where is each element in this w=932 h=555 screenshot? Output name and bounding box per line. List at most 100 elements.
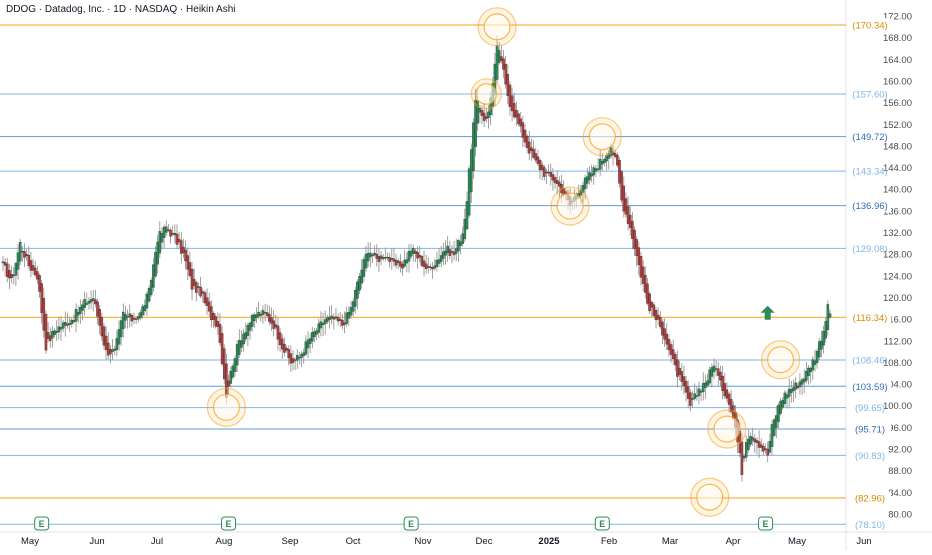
- candle: [115, 338, 119, 350]
- candle: [465, 201, 469, 230]
- candle: [6, 263, 9, 277]
- candle: [446, 245, 449, 254]
- x-tick-label: Aug: [216, 536, 233, 547]
- candle: [49, 335, 52, 341]
- candle: [68, 323, 71, 325]
- candle: [785, 394, 789, 399]
- highlight-circle-inner: [696, 483, 724, 511]
- candle: [598, 159, 602, 170]
- candle: [244, 332, 247, 340]
- candle: [686, 386, 690, 399]
- level-label-bg: [849, 130, 891, 144]
- candle: [100, 317, 104, 337]
- candle: [792, 387, 795, 392]
- candle: [450, 251, 454, 253]
- candle: [616, 154, 619, 166]
- candle: [304, 341, 308, 355]
- candle: [588, 172, 591, 181]
- y-tick-label: 112.00: [884, 336, 912, 347]
- y-tick-label: 168.00: [883, 33, 912, 44]
- candle: [747, 438, 750, 450]
- candle: [343, 322, 346, 325]
- x-tick-label: May: [21, 536, 39, 547]
- y-tick-label: 144.00: [883, 163, 912, 174]
- y-tick-label: 80.00: [888, 510, 912, 521]
- level-label: (170.34): [852, 20, 887, 31]
- y-tick-label: 124.00: [883, 271, 912, 282]
- candle: [472, 122, 475, 171]
- candle: [826, 304, 830, 330]
- candle: [197, 286, 200, 288]
- candle: [470, 149, 473, 193]
- y-tick-label: 108.00: [883, 358, 912, 369]
- candle: [261, 310, 265, 315]
- candle: [184, 249, 187, 262]
- candle: [147, 287, 151, 302]
- candle: [195, 282, 198, 293]
- candle: [805, 371, 808, 381]
- level-label: (108.46): [852, 355, 887, 366]
- earnings-marker: [403, 516, 419, 531]
- level-label-bg: [849, 18, 891, 32]
- candle: [87, 301, 91, 304]
- level-label: (136.96): [852, 201, 887, 212]
- candle: [55, 331, 58, 333]
- candle: [347, 312, 351, 319]
- candle: [538, 159, 542, 171]
- candle: [96, 301, 99, 317]
- candle: [820, 340, 823, 350]
- candle: [235, 343, 239, 366]
- y-tick-label: 164.00: [883, 55, 912, 66]
- candle: [521, 122, 525, 138]
- candle: [334, 316, 338, 319]
- candle: [356, 281, 359, 299]
- candle: [631, 221, 634, 239]
- candle: [399, 261, 402, 267]
- candle: [149, 280, 153, 295]
- candle: [403, 259, 406, 267]
- candle: [762, 445, 765, 452]
- candle: [255, 314, 258, 318]
- candle: [504, 63, 507, 85]
- candle: [815, 350, 819, 363]
- candle: [154, 252, 157, 277]
- candle: [83, 299, 86, 308]
- candle: [102, 326, 106, 346]
- candle: [66, 323, 69, 326]
- level-label-bg: [849, 310, 891, 324]
- level-label-bg: [849, 199, 891, 213]
- candle: [70, 319, 73, 325]
- earnings-marker: [34, 516, 50, 531]
- x-tick-label: 2025: [538, 536, 560, 547]
- candle: [265, 312, 269, 316]
- candle: [809, 368, 812, 373]
- candle: [345, 312, 348, 324]
- candle: [757, 441, 761, 448]
- candle: [603, 159, 606, 163]
- candle: [502, 58, 505, 70]
- candle: [613, 153, 617, 157]
- candle: [528, 141, 531, 154]
- candle: [678, 367, 681, 375]
- candle: [302, 352, 305, 356]
- candle: [412, 248, 415, 254]
- candle: [23, 251, 26, 258]
- candle: [242, 333, 245, 345]
- candle: [719, 371, 722, 381]
- candle: [283, 343, 286, 353]
- candle: [263, 312, 267, 314]
- candle: [321, 322, 325, 325]
- level-label-bg: [849, 491, 891, 505]
- candle: [822, 331, 825, 346]
- candle: [81, 304, 84, 311]
- x-tick-label: Jul: [151, 536, 163, 547]
- candle: [811, 359, 815, 371]
- candle: [717, 368, 720, 376]
- candle: [1, 261, 5, 264]
- candle: [326, 317, 329, 322]
- candle: [431, 267, 434, 270]
- candle: [319, 321, 323, 329]
- candle: [525, 135, 529, 149]
